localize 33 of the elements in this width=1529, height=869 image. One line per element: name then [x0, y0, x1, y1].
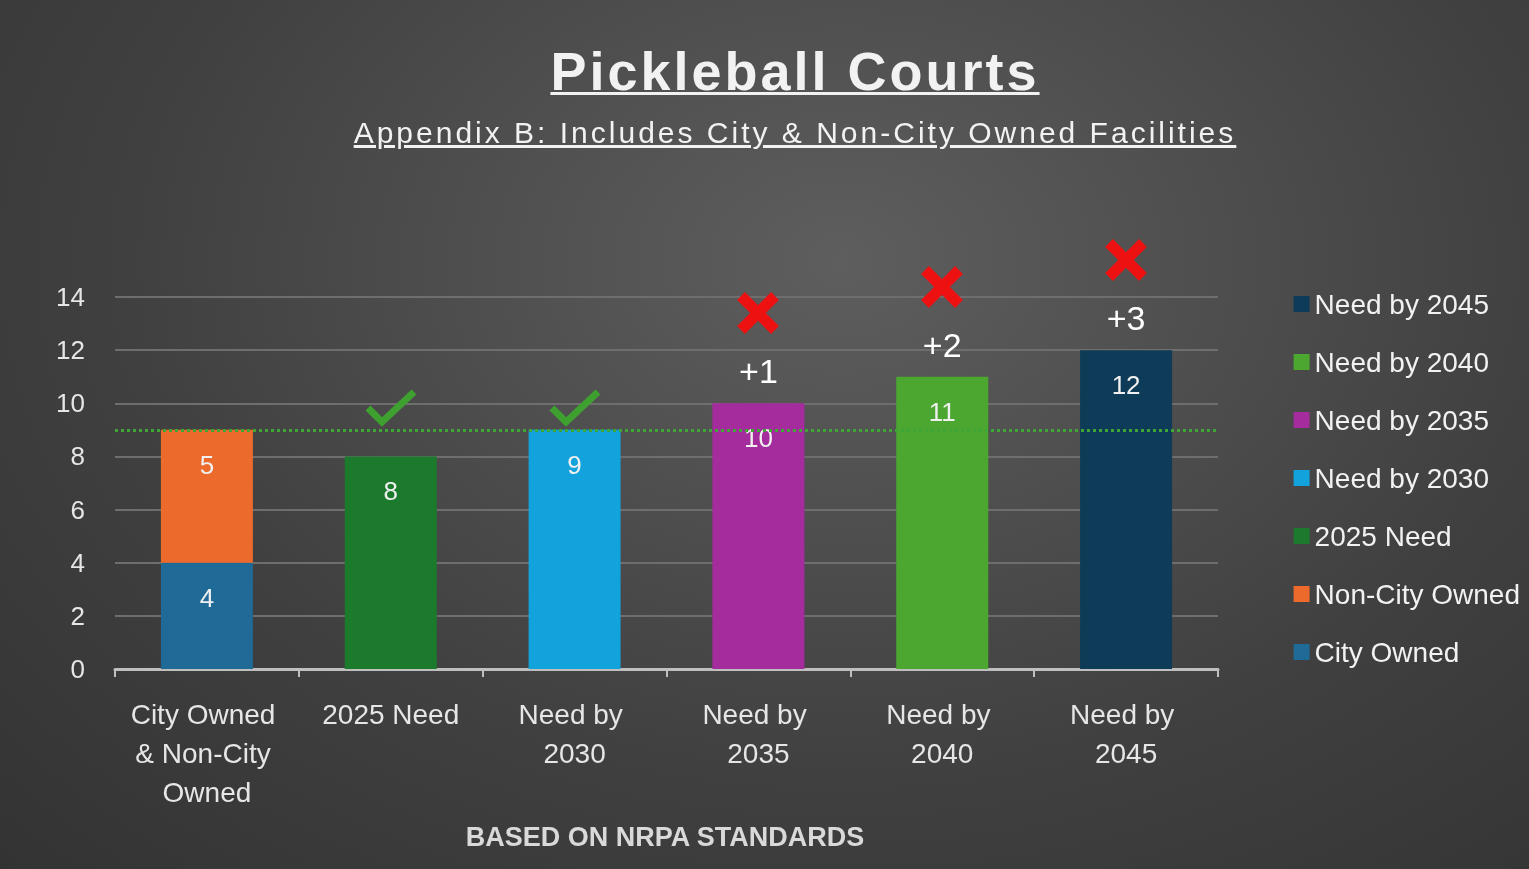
x-tick-label: Need by 2040 — [886, 699, 999, 769]
y-tick-label: 6 — [70, 494, 85, 525]
y-tick-label: 10 — [56, 388, 85, 419]
x-tick-label: Need by 2045 — [1070, 699, 1183, 769]
legend-label: Need by 2045 — [1314, 288, 1489, 320]
annotation: +1 — [739, 351, 778, 391]
chart-title: Pickleball Courts — [549, 40, 1041, 102]
x-tick-label: City Owned & Non-City Owned — [130, 699, 284, 808]
y-tick-label: 8 — [70, 441, 85, 472]
y-tick-label: 2 — [70, 600, 85, 631]
data-label: 5 — [199, 449, 215, 480]
y-tick-label: 0 — [70, 654, 85, 684]
text: BASED ON NRPA STANDARDS — [464, 822, 866, 853]
data-label: 11 — [928, 396, 956, 427]
x-tick-label: 2025 Need — [322, 699, 460, 730]
annotation: +2 — [922, 325, 962, 365]
legend-label: 2025 Need — [1314, 520, 1452, 552]
legend-label: City Owned — [1314, 636, 1460, 668]
legend-label: Need by 2030 — [1314, 462, 1489, 494]
y-tick-label: 4 — [70, 547, 85, 578]
x-tick-label: Need by 2035 — [702, 699, 815, 769]
x-tick-label: Need by 2030 — [518, 699, 631, 769]
data-label: 9 — [567, 449, 582, 480]
legend-label: Need by 2035 — [1314, 404, 1489, 436]
chart-subtitle: Appendix B: Includes City & Non-City Owned Facilities — [352, 116, 1238, 150]
y-tick-label: 12 — [56, 335, 85, 366]
data-label: 12 — [1111, 370, 1141, 401]
legend-label: Non-City Owned — [1314, 578, 1520, 610]
annotation: +3 — [1106, 298, 1146, 338]
y-tick-label: 14 — [56, 282, 85, 312]
data-label: 8 — [383, 476, 398, 507]
data-label: 4 — [199, 582, 215, 613]
legend-label: Need by 2040 — [1314, 346, 1489, 378]
